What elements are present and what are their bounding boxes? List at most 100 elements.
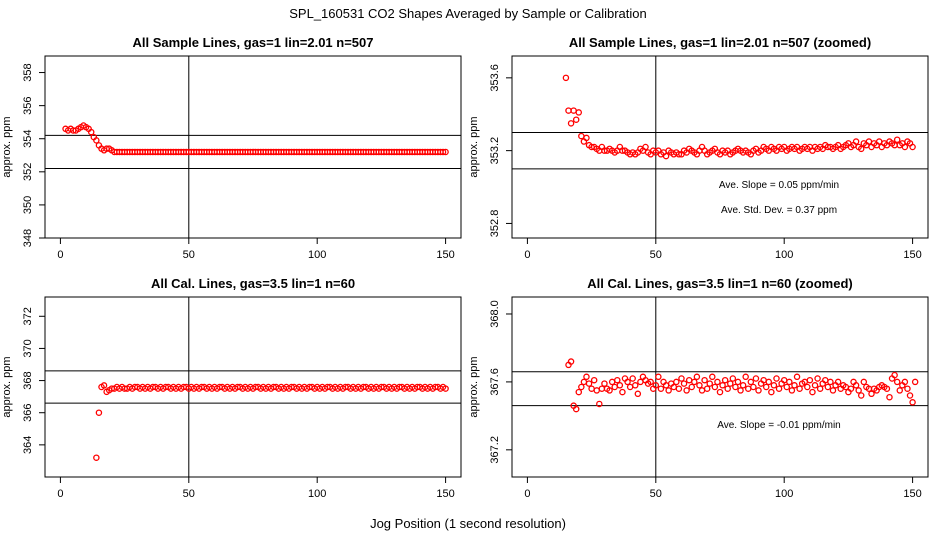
- y-tick-label: 368: [22, 371, 34, 389]
- data-point: [906, 392, 914, 399]
- y-axis-label: approx. ppm: [1, 356, 13, 417]
- data-point: [578, 383, 585, 391]
- y-tick-label: 367.6: [489, 368, 501, 396]
- data-point: [786, 378, 793, 386]
- data-point: [619, 388, 626, 396]
- data-point: [688, 383, 696, 391]
- data-point: [721, 376, 729, 384]
- y-axis-label: approx. ppm: [468, 116, 480, 177]
- data-point: [93, 454, 100, 461]
- data-point: [693, 373, 701, 381]
- data-point: [796, 385, 803, 392]
- data-point: [632, 382, 639, 389]
- data-point: [567, 358, 575, 365]
- data-point: [829, 387, 837, 394]
- data-point: [675, 151, 683, 158]
- data-point: [611, 383, 618, 391]
- data-point: [909, 399, 916, 406]
- data-point: [583, 373, 590, 381]
- data-point: [575, 388, 583, 396]
- data-point: [95, 409, 103, 416]
- data-point: [806, 376, 814, 384]
- x-tick-label: 100: [308, 488, 326, 500]
- data-point: [860, 378, 868, 386]
- data-point: [637, 378, 644, 386]
- data-point: [793, 373, 801, 381]
- data-point: [629, 375, 636, 382]
- plot-frame: [511, 55, 929, 239]
- data-point: [662, 152, 670, 160]
- data-point: [608, 378, 616, 386]
- data-point: [601, 380, 608, 387]
- data-point: [901, 378, 909, 386]
- data-point: [729, 375, 737, 382]
- data-point: [719, 382, 726, 389]
- data-point: [596, 400, 603, 408]
- data-point: [893, 378, 901, 386]
- y-tick-label: 356: [22, 96, 34, 114]
- data-point: [768, 388, 775, 396]
- y-tick-label: 364: [22, 436, 34, 454]
- data-point: [788, 387, 796, 394]
- data-point: [904, 385, 911, 392]
- data-point: [626, 383, 634, 391]
- data-point: [911, 378, 919, 386]
- data-point: [857, 392, 865, 399]
- x-tick-label: 50: [183, 488, 195, 500]
- data-point: [598, 385, 606, 392]
- data-point: [585, 380, 593, 387]
- x-tick-label: 150: [903, 488, 921, 500]
- data-point: [652, 382, 660, 389]
- data-point: [593, 387, 600, 394]
- y-tick-label: 354: [22, 130, 34, 148]
- data-point: [724, 385, 731, 392]
- data-point: [580, 378, 588, 386]
- data-point: [909, 143, 916, 151]
- x-tick-label: 0: [57, 488, 63, 500]
- data-point: [575, 109, 583, 116]
- data-point: [714, 378, 721, 386]
- data-point: [100, 382, 108, 389]
- y-tick-label: 358: [22, 63, 34, 81]
- data-point: [655, 373, 662, 381]
- global-x-axis-label: Jog Position (1 second resolution): [370, 516, 566, 531]
- data-point: [732, 383, 739, 391]
- x-tick-label: 50: [183, 249, 195, 261]
- data-point: [737, 387, 744, 394]
- data-point: [855, 387, 862, 394]
- data-point: [706, 380, 713, 387]
- data-point: [657, 385, 665, 392]
- panel-title: All Sample Lines, gas=1 lin=2.01 n=507: [133, 35, 374, 50]
- data-point: [770, 382, 778, 389]
- data-point: [442, 385, 449, 392]
- x-tick-label: 0: [57, 249, 63, 261]
- panel-title: All Cal. Lines, gas=3.5 lin=1 n=60: [151, 276, 355, 291]
- data-point: [703, 385, 711, 392]
- data-point: [739, 382, 747, 389]
- data-point: [93, 137, 100, 144]
- x-tick-label: 0: [524, 249, 530, 261]
- data-point: [804, 383, 811, 391]
- data-point: [701, 376, 708, 384]
- data-point: [744, 385, 752, 392]
- data-point: [567, 120, 575, 127]
- data-point: [762, 383, 770, 391]
- y-tick-label: 348: [22, 229, 34, 247]
- y-axis-label: approx. ppm: [1, 116, 13, 177]
- data-point: [734, 378, 742, 386]
- x-tick-label: 150: [903, 249, 921, 261]
- data-point: [683, 387, 690, 394]
- data-point: [791, 382, 798, 389]
- y-tick-label: 350: [22, 196, 34, 214]
- figure-title: SPL_160531 CO2 Shapes Averaged by Sample…: [289, 6, 647, 21]
- data-point: [852, 382, 860, 389]
- data-point: [886, 393, 893, 401]
- plot-frame: [44, 296, 462, 478]
- data-point: [675, 385, 683, 392]
- data-point: [857, 145, 865, 153]
- y-tick-label: 370: [22, 339, 34, 357]
- data-point: [698, 387, 706, 394]
- annotation-text: Ave. Slope = -0.01 ppm/min: [717, 420, 841, 431]
